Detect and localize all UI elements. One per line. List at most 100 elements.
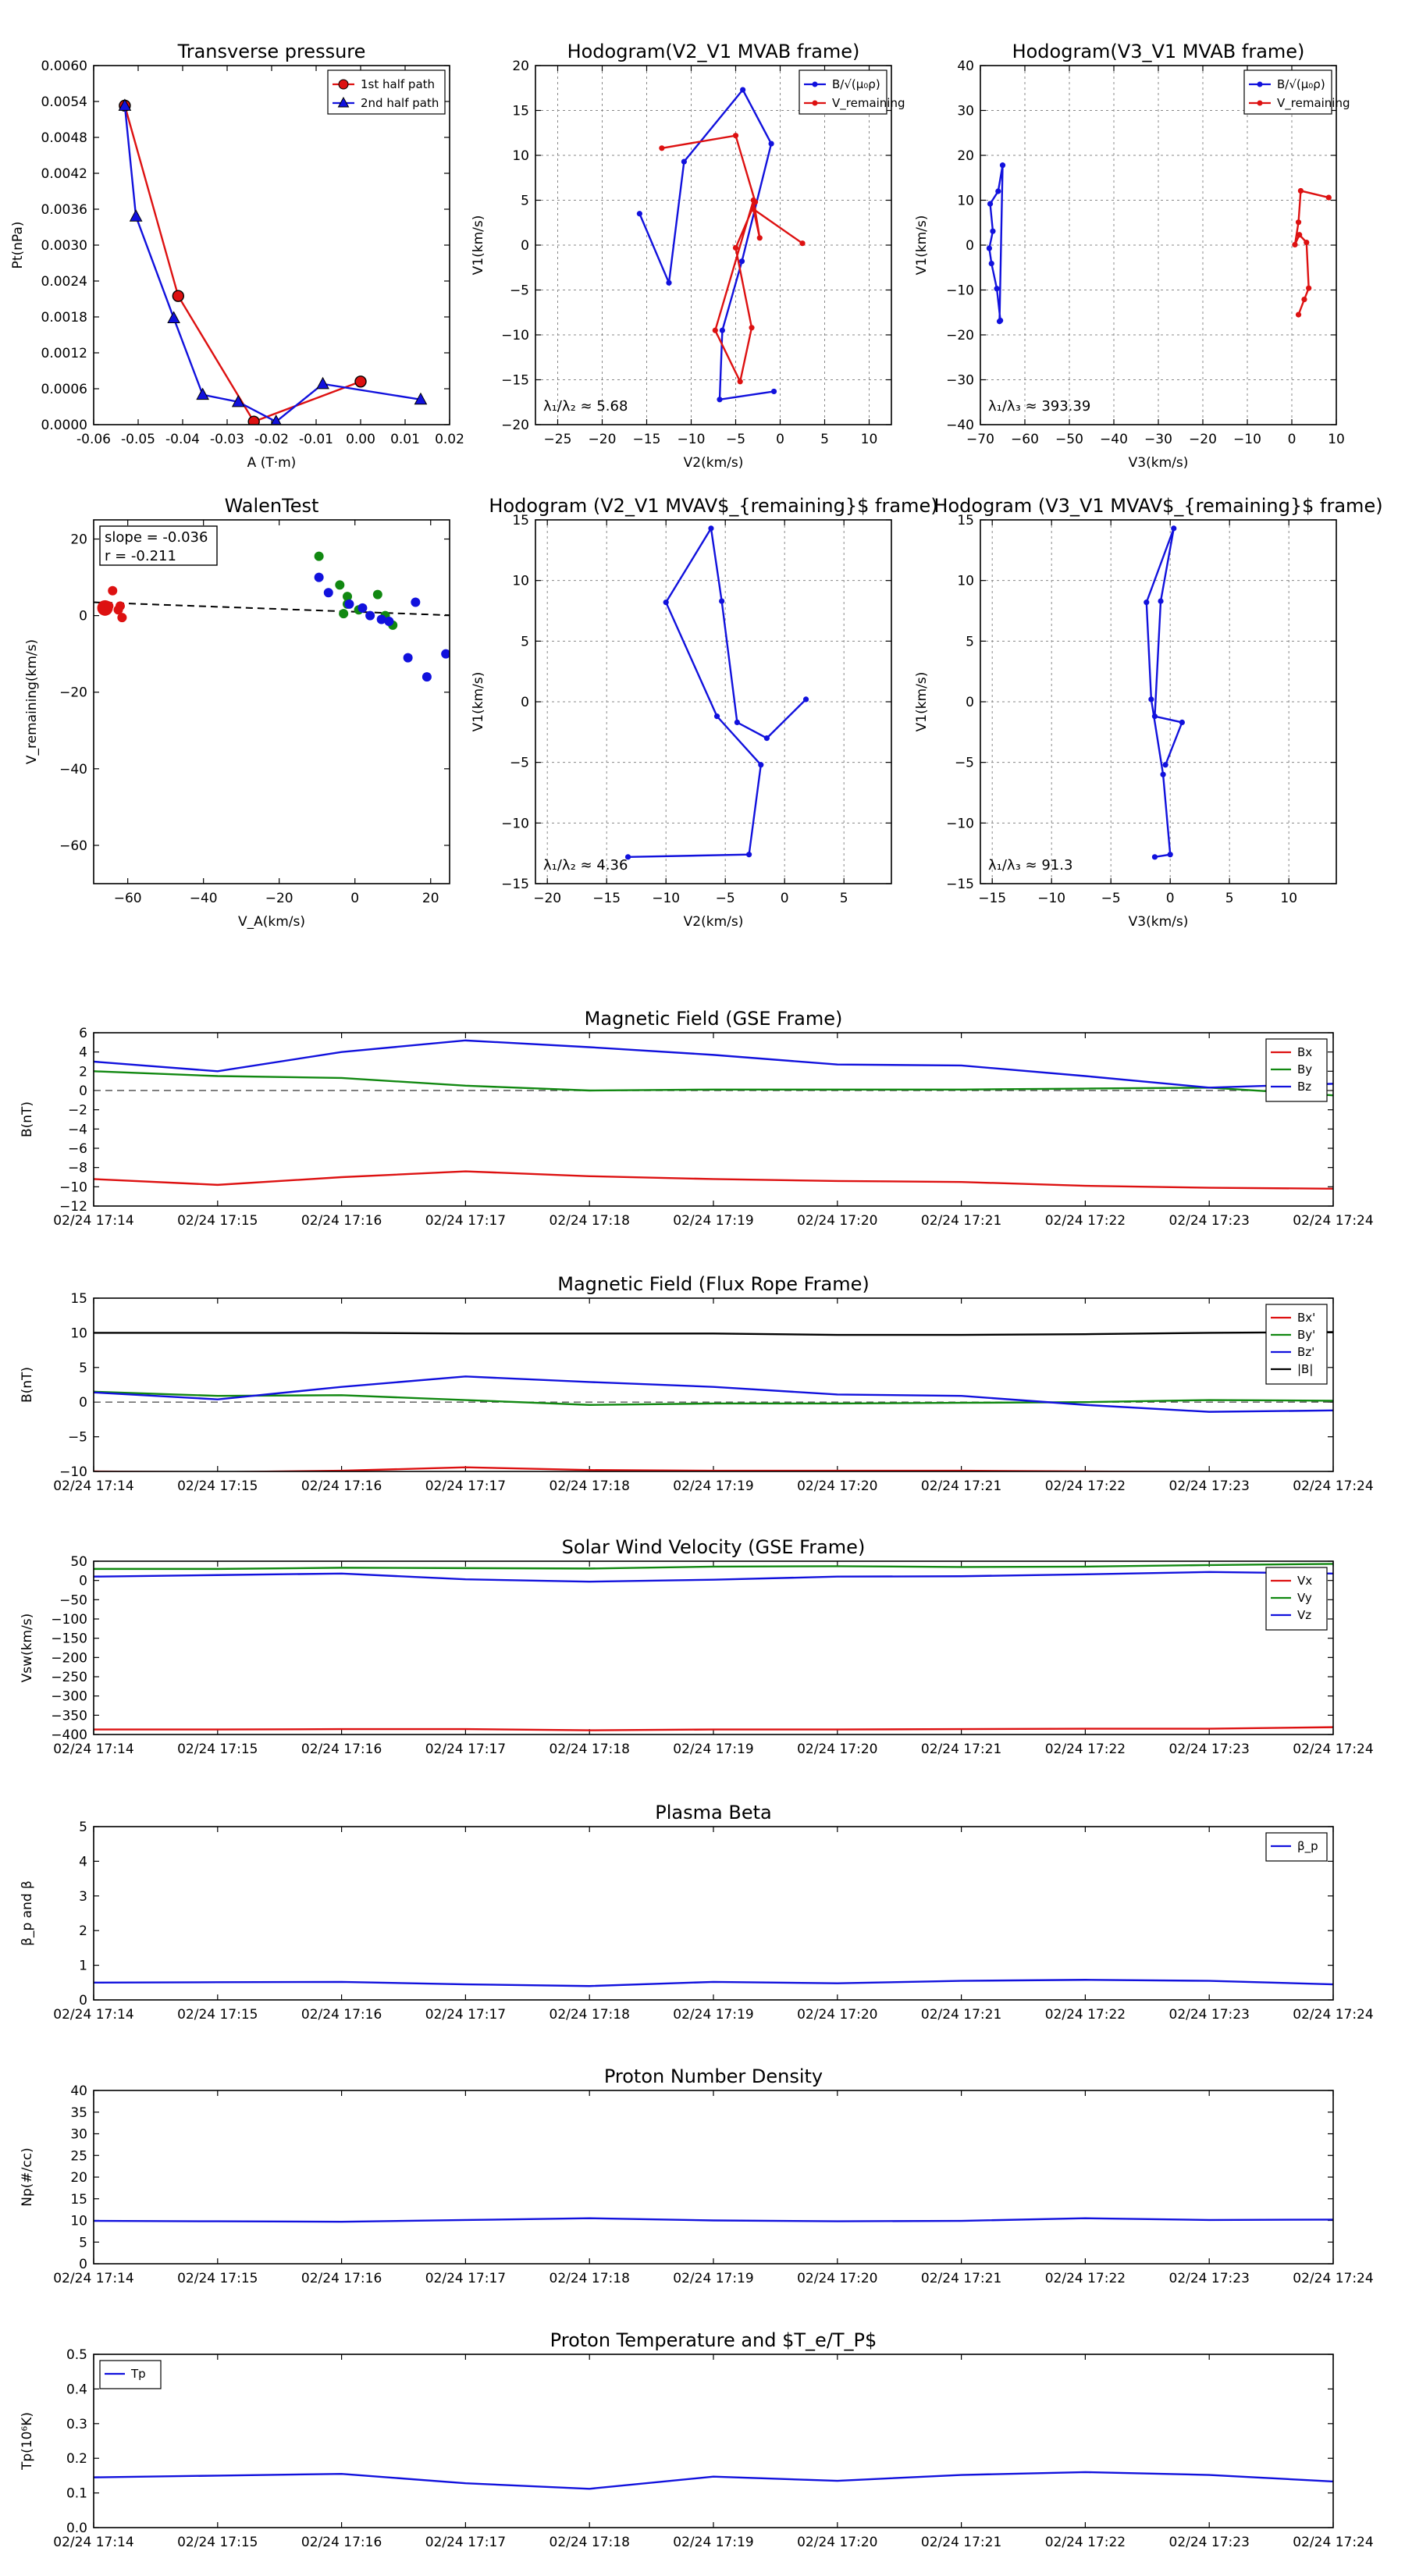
time-tick-label: 02/24 17:15 (177, 2271, 258, 2286)
scatter-point (335, 580, 345, 590)
y-tick-label: −20 (501, 418, 529, 433)
x-tick-label: 5 (820, 432, 829, 447)
plot-frame (93, 2090, 1334, 2265)
x-tick-label: −40 (190, 891, 218, 906)
y-axis-label: V1(km/s) (914, 672, 930, 732)
y-tick-label: 4 (79, 1045, 87, 1061)
plot-area (94, 1039, 1333, 1190)
y-axis-label: β_p and β (20, 1880, 35, 1946)
y-tick-label: −400 (51, 1727, 87, 1743)
scatter-point (113, 605, 123, 615)
series-line (1145, 528, 1184, 859)
x-tick-label: -0.06 (76, 432, 111, 447)
x-tick-label: −10 (652, 891, 680, 906)
time-tick-label: 02/24 17:17 (425, 2535, 506, 2550)
eigen-ratio-label: λ₁/λ₃ ≈ 91.3 (988, 857, 1072, 873)
series-line-Np (94, 2217, 1333, 2223)
chart-h2: Hodogram(V3_V1 MVAB frame) −70 −60 −50 −40 −3… (914, 41, 1350, 471)
y-tick-label: 0 (79, 1083, 87, 1099)
y-axis-label: Tp(10⁶K) (20, 2412, 35, 2471)
time-tick-label: 02/24 17:14 (53, 1742, 133, 1757)
y-tick-label: 15 (512, 513, 529, 528)
time-tick-label: 02/24 17:21 (921, 1478, 1001, 1494)
y-tick-label: −40 (59, 762, 87, 777)
y-tick-label: 0.0012 (41, 346, 87, 361)
time-tick-label: 02/24 17:18 (550, 2271, 630, 2286)
time-tick-label: 02/24 17:17 (425, 2271, 506, 2286)
time-tick-label: 02/24 17:23 (1169, 1213, 1250, 1229)
time-tick-label: 02/24 17:24 (1293, 2007, 1373, 2023)
legend-box (1265, 1304, 1328, 1385)
time-tick-label: 02/24 17:15 (177, 2535, 258, 2550)
x-tick-label: 5 (840, 891, 848, 906)
x-tick-label: 0 (350, 891, 359, 906)
scatter-point (384, 616, 394, 626)
series-line (123, 105, 422, 423)
y-tick-label: −8 (68, 1161, 87, 1176)
time-tick-label: 02/24 17:20 (797, 2007, 877, 2023)
series-line-Vz (94, 1571, 1333, 1583)
y-tick-label: 0 (966, 238, 974, 254)
y-tick-label: −40 (946, 418, 974, 433)
x-tick-label: 10 (1328, 432, 1345, 447)
panel-title: Proton Number Density (604, 2065, 823, 2087)
x-axis-label: V2(km/s) (684, 914, 744, 930)
y-tick-label: 0.0000 (41, 418, 87, 433)
marker-dot (636, 211, 642, 217)
legend-label: Vx (1297, 1574, 1312, 1588)
time-tick-label: 02/24 17:19 (673, 2271, 753, 2286)
y-tick-label: −12 (59, 1199, 87, 1215)
y-tick-label: −150 (51, 1631, 87, 1647)
marker-triangle (270, 415, 282, 425)
panel-title: Plasma Beta (655, 1802, 771, 1823)
plot-area (986, 162, 1332, 325)
legend-label: B/√(μ₀ρ) (832, 77, 880, 91)
series-line (638, 87, 774, 401)
marker-dot (740, 87, 746, 93)
x-tick-label: −40 (1100, 432, 1128, 447)
marker-dot (719, 327, 726, 333)
legend-label: 1st half path (361, 77, 435, 91)
legend-label: Vy (1297, 1591, 1312, 1605)
time-tick-label: 02/24 17:19 (673, 1478, 753, 1494)
x-tick-label: −20 (589, 432, 617, 447)
marker-dot (1292, 241, 1298, 248)
time-tick-label: 02/24 17:20 (797, 1213, 877, 1229)
marker-dot (1297, 232, 1303, 238)
plot-area (94, 1979, 1333, 1987)
plot-area (94, 551, 450, 682)
y-tick-label: 15 (512, 104, 529, 119)
plot-frame-pt (93, 65, 450, 425)
timeseries-bgse: Magnetic Field (GSE Frame) 02/24 17:14 02/… (20, 1008, 1374, 1229)
time-tick-label: 02/24 17:23 (1169, 2007, 1250, 2023)
y-tick-label: 0 (79, 1993, 87, 2008)
plot-frame (93, 2354, 1334, 2528)
chart-pt: Transverse pressure-0.06 -0.05 -0.04 -0.03-… (10, 41, 464, 471)
x-tick-label: −15 (592, 891, 621, 906)
x-tick-label: 10 (861, 432, 878, 447)
legend-label: Bx (1297, 1045, 1312, 1059)
legend-label: Tp (130, 2367, 146, 2381)
marker-dot (737, 379, 743, 385)
x-axis-label: V3(km/s) (1129, 455, 1189, 471)
marker-dot (802, 696, 809, 703)
y-tick-label: −50 (59, 1592, 87, 1608)
scatter-point (357, 603, 368, 613)
x-tick-label: −5 (1101, 891, 1121, 906)
time-tick-label: 02/24 17:22 (1045, 2535, 1126, 2550)
y-tick-label: 10 (70, 1325, 87, 1341)
time-tick-label: 02/24 17:17 (425, 1213, 506, 1229)
x-tick-label: −10 (1233, 432, 1261, 447)
scatter-point (411, 597, 421, 607)
y-tick-label: 25 (70, 2148, 87, 2164)
marker-dot (1160, 771, 1166, 777)
y-axis-label: V1(km/s) (914, 215, 930, 276)
x-tick-label: −20 (1189, 432, 1217, 447)
scatter-point (343, 592, 353, 602)
y-tick-label: 5 (79, 1820, 87, 1835)
panel-title: Proton Temperature and $T_e/T_P$ (550, 2329, 877, 2351)
marker-dot (659, 145, 665, 151)
marker-dot (749, 325, 755, 331)
plot-area (624, 525, 809, 860)
